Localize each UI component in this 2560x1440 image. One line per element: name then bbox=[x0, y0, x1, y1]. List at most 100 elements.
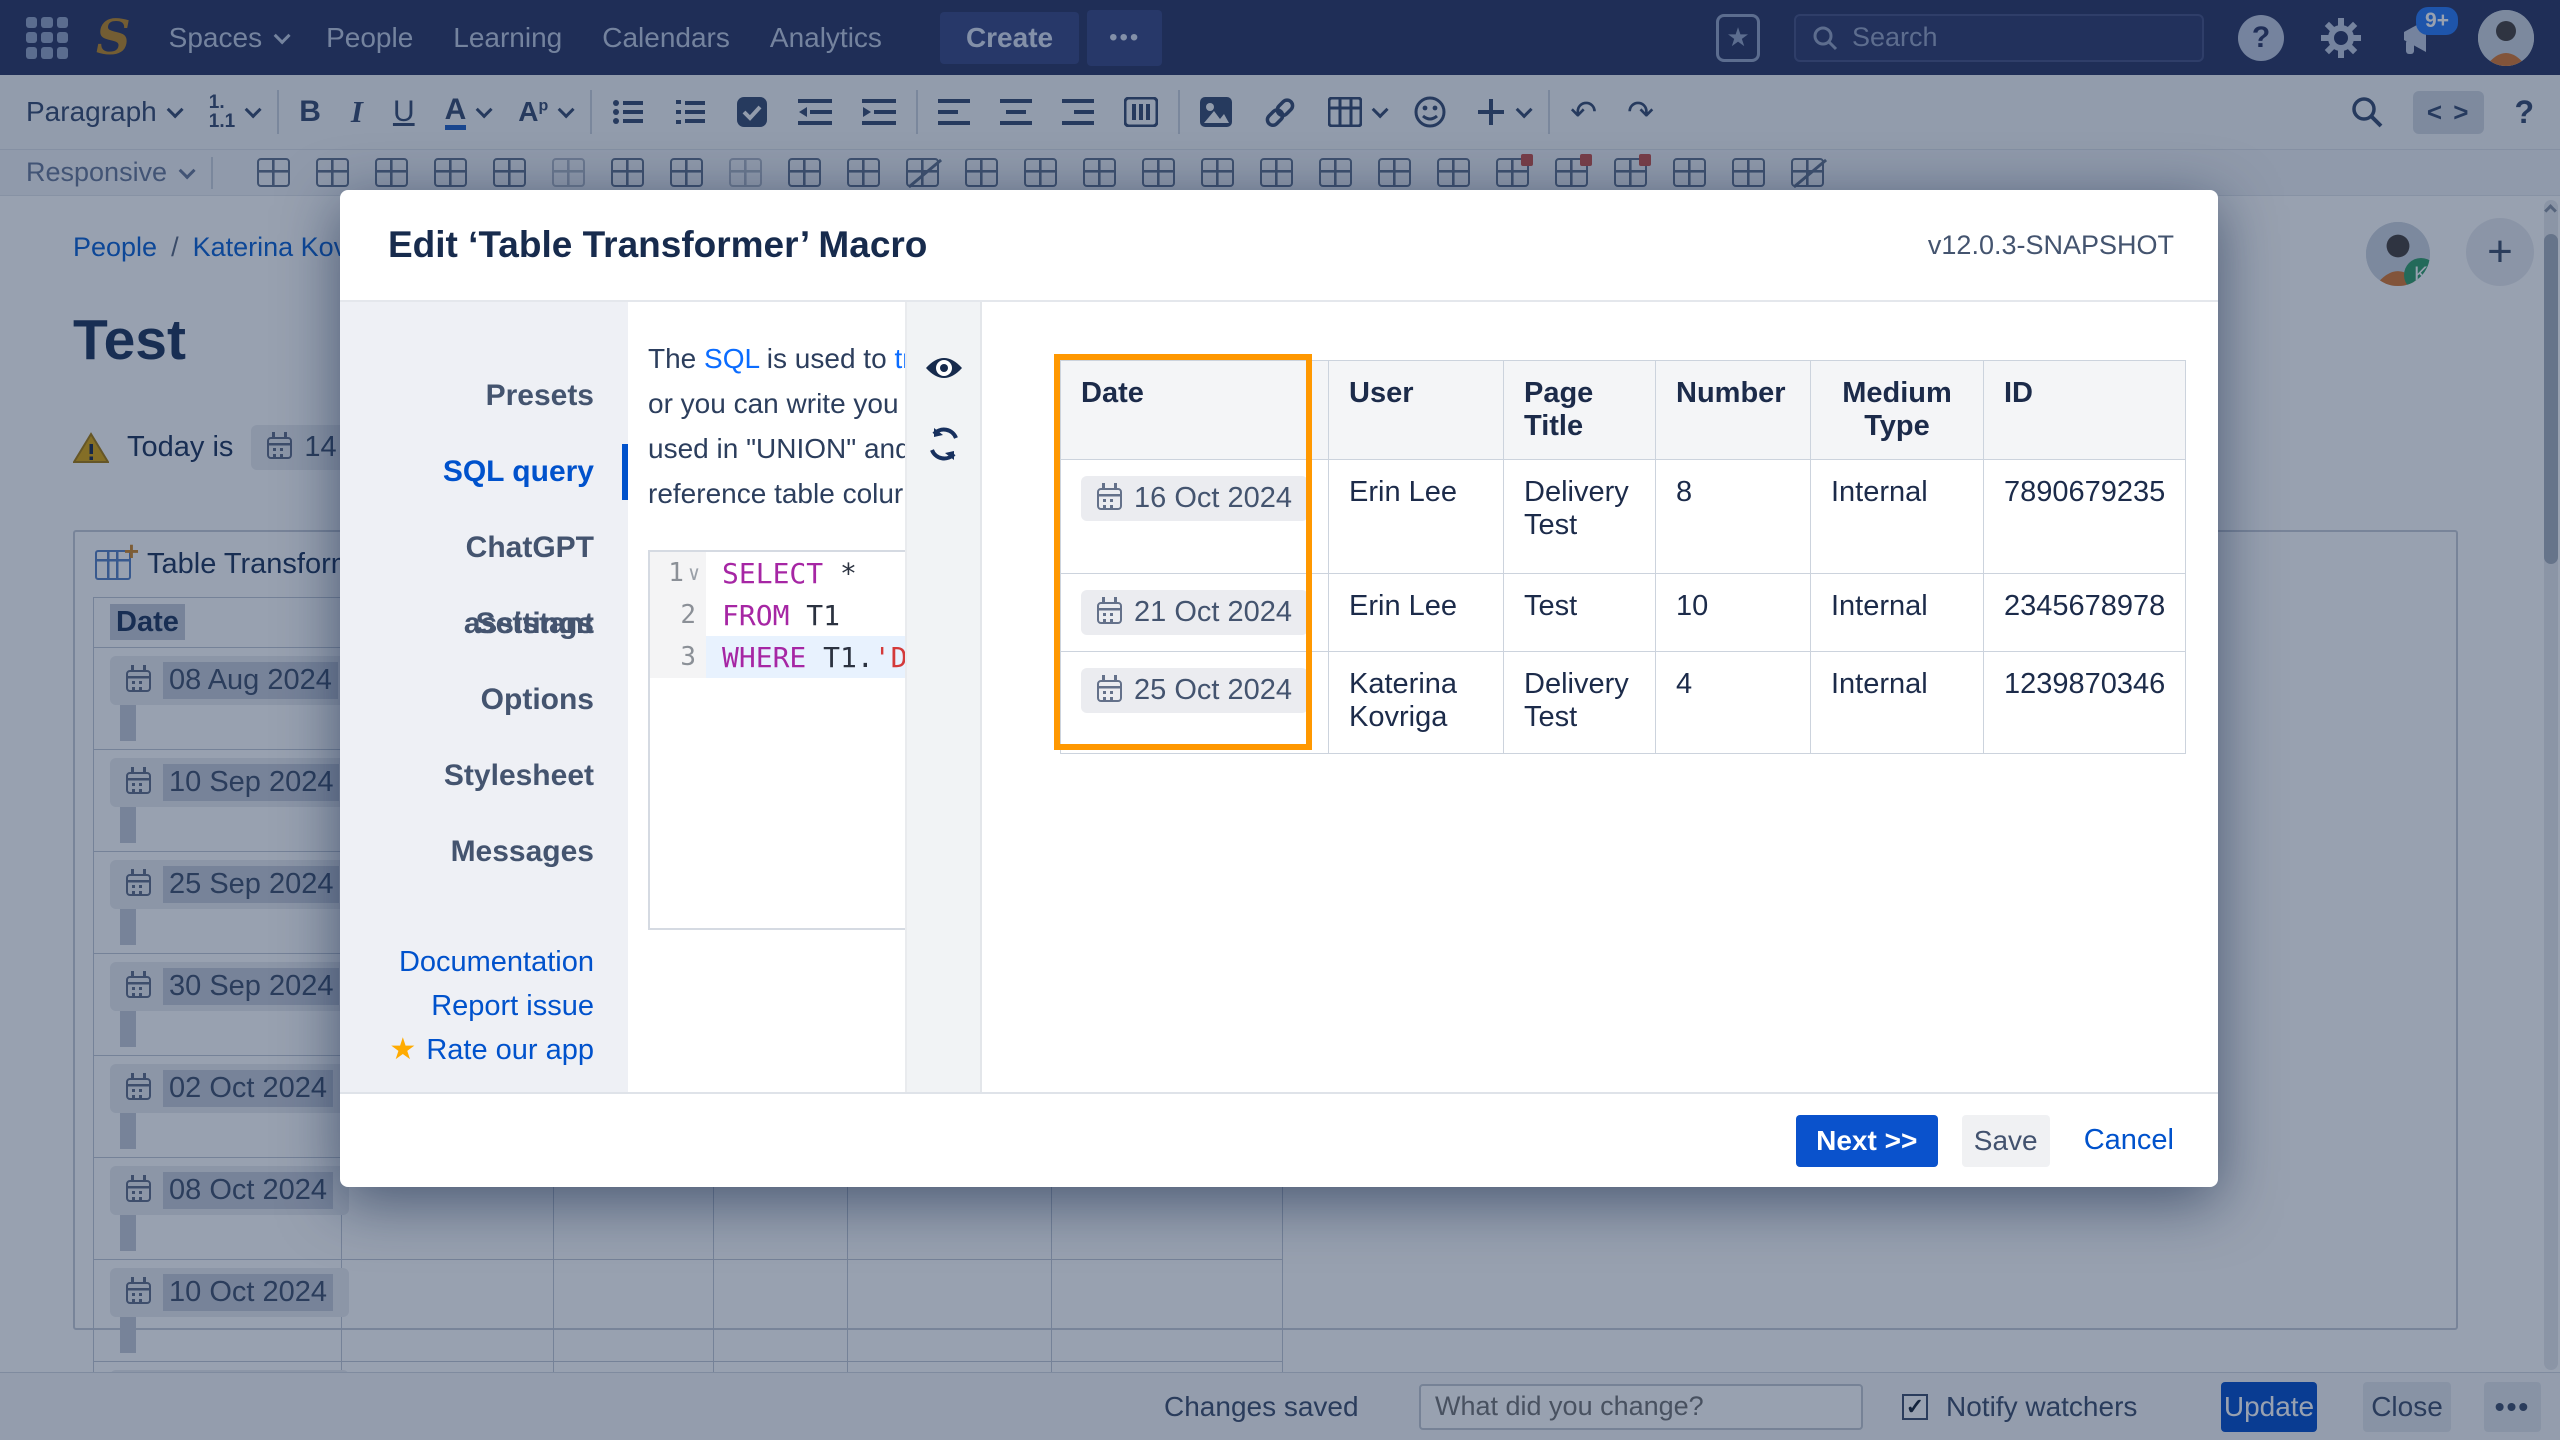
report-issue-link[interactable]: Report issue bbox=[431, 990, 594, 1022]
page-scrollbar[interactable] bbox=[2544, 200, 2558, 1370]
underline-button[interactable]: U bbox=[392, 95, 415, 128]
outdent-button[interactable] bbox=[798, 98, 833, 126]
cancel-link[interactable]: Cancel bbox=[2083, 1124, 2174, 1156]
text-color-dropdown[interactable]: A bbox=[444, 94, 493, 130]
preview-row[interactable]: 25 Oct 2024 Katerina Kovriga Delivery Te… bbox=[1060, 651, 2187, 754]
breadcrumb-people-link[interactable]: People bbox=[73, 232, 158, 262]
date-chip[interactable]: 10 Oct 2024 bbox=[110, 1268, 349, 1317]
paste-icon[interactable] bbox=[729, 158, 763, 187]
update-button[interactable]: Update bbox=[2221, 1381, 2317, 1432]
align-left-button[interactable] bbox=[938, 99, 971, 125]
save-button[interactable]: Save bbox=[1961, 1114, 2050, 1167]
nav-analytics[interactable]: Analytics bbox=[769, 21, 882, 53]
nav-people[interactable]: People bbox=[326, 21, 414, 53]
code-line[interactable]: 2 FROM T1 bbox=[650, 594, 905, 636]
insert-row-above-icon[interactable] bbox=[257, 158, 291, 187]
statusbar-more-button[interactable]: ••• bbox=[2484, 1381, 2541, 1432]
sql-link[interactable]: SQL bbox=[704, 343, 760, 374]
transpose-table-icon[interactable] bbox=[1496, 154, 1534, 187]
delete-table-icon[interactable] bbox=[1791, 158, 1825, 187]
bullet-list-button[interactable] bbox=[612, 98, 644, 126]
date-chip[interactable]: 02 Oct 2024 bbox=[110, 1064, 349, 1113]
insert-more-dropdown[interactable] bbox=[1476, 97, 1533, 127]
insert-link-button[interactable] bbox=[1262, 96, 1298, 128]
sql-code-editor[interactable]: 1∨ SELECT * 2 FROM T1 3 WHERE T1.'Da bbox=[648, 550, 905, 930]
row-header-icon[interactable] bbox=[1319, 158, 1353, 187]
date-chip[interactable]: 21 Oct 2024 bbox=[1081, 590, 1308, 635]
table-row[interactable]: 10 Oct 2024 bbox=[93, 1259, 1283, 1362]
paragraph-style-dropdown[interactable]: Paragraph bbox=[26, 96, 184, 128]
numbering-style-dropdown[interactable]: 1. 1.1 bbox=[209, 93, 262, 131]
date-chip[interactable]: 25 Sep 2024 bbox=[110, 860, 356, 909]
date-chip[interactable]: 10 Sep 2024 bbox=[110, 758, 356, 807]
task-list-button[interactable] bbox=[736, 96, 768, 128]
code-line[interactable]: 3 WHERE T1.'Da bbox=[650, 636, 905, 678]
copy-table-data-icon[interactable] bbox=[1673, 158, 1707, 187]
align-right-button[interactable] bbox=[1062, 99, 1095, 125]
editor-help-button[interactable]: ? bbox=[2514, 93, 2534, 130]
preview-column-medium-type[interactable]: Medium Type bbox=[1810, 360, 1984, 460]
insert-table-dropdown[interactable] bbox=[1328, 97, 1389, 127]
close-button[interactable]: Close bbox=[2363, 1381, 2451, 1432]
source-view-toggle[interactable]: < > bbox=[2412, 90, 2485, 134]
rate-app-link[interactable]: ★ Rate our app bbox=[389, 1033, 594, 1066]
redo-button[interactable]: ↷ bbox=[1627, 93, 1654, 131]
page-contributor-avatar[interactable]: K bbox=[2366, 222, 2430, 286]
date-chip[interactable]: 08 Aug 2024 bbox=[110, 656, 354, 705]
sidebar-tab[interactable]: ChatGPT assistant bbox=[463, 531, 594, 640]
indent-button[interactable] bbox=[862, 98, 897, 126]
date-chip[interactable]: 08 Oct 2024 bbox=[110, 1166, 349, 1215]
delete-column-icon[interactable] bbox=[906, 158, 940, 187]
scrollbar-thumb[interactable] bbox=[2544, 234, 2558, 564]
preview-row[interactable]: 21 Oct 2024 Erin Lee Test 10 Internal 23… bbox=[1060, 573, 2187, 652]
align-cell-bottom-icon[interactable] bbox=[1201, 158, 1235, 187]
insert-column-right-icon[interactable] bbox=[847, 158, 881, 187]
cut-row-icon[interactable] bbox=[434, 158, 468, 187]
sidebar-tab[interactable]: Options bbox=[480, 683, 594, 716]
favorites-icon[interactable]: ★ bbox=[1716, 13, 1760, 62]
insert-row-below-icon[interactable] bbox=[316, 158, 350, 187]
notifications-megaphone-icon[interactable]: 9+ bbox=[2398, 6, 2458, 61]
sidebar-tab[interactable]: Stylesheet bbox=[443, 759, 594, 792]
cut-icon[interactable] bbox=[611, 158, 645, 187]
preview-column-date[interactable]: Date bbox=[1060, 360, 1329, 460]
delete-row-icon[interactable] bbox=[375, 158, 409, 187]
paste-row-icon[interactable] bbox=[552, 158, 586, 187]
sidebar-tab[interactable]: SQL query bbox=[340, 434, 628, 510]
add-button[interactable]: + bbox=[2466, 218, 2534, 286]
insert-column-left-icon[interactable] bbox=[788, 158, 822, 187]
numbered-list-button[interactable] bbox=[674, 98, 706, 126]
nav-spaces[interactable]: Spaces bbox=[169, 22, 291, 54]
align-center-button[interactable] bbox=[1000, 99, 1033, 125]
create-button[interactable]: Create bbox=[939, 11, 1080, 64]
date-chip[interactable]: 30 Sep 2024 bbox=[110, 962, 356, 1011]
emoji-button[interactable] bbox=[1414, 96, 1446, 128]
insert-image-button[interactable] bbox=[1200, 97, 1233, 127]
app-logo[interactable]: S bbox=[96, 9, 131, 66]
date-chip[interactable]: 16 Oct 2024 bbox=[1081, 476, 1308, 521]
code-line[interactable]: 1 ∨ SELECT * bbox=[650, 552, 905, 594]
bold-button[interactable]: B bbox=[299, 95, 321, 128]
preview-row[interactable]: 16 Oct 2024 Erin Lee Delivery Test 8 Int… bbox=[1060, 459, 2187, 574]
italic-button[interactable]: I bbox=[350, 94, 363, 129]
align-cell-top-icon[interactable] bbox=[1083, 158, 1117, 187]
column-header-icon[interactable] bbox=[1378, 158, 1412, 187]
pivot-table-icon[interactable] bbox=[1614, 154, 1652, 187]
copy-icon[interactable] bbox=[670, 158, 704, 187]
nav-calendars[interactable]: Calendars bbox=[602, 21, 730, 53]
sidebar-tab[interactable]: Presets bbox=[485, 379, 594, 412]
date-chip[interactable]: 25 Oct 2024 bbox=[1081, 668, 1308, 713]
copy-row-icon[interactable] bbox=[493, 158, 527, 187]
refresh-icon[interactable] bbox=[926, 426, 962, 462]
preview-column-number[interactable]: Number bbox=[1655, 360, 1811, 460]
preview-column-user[interactable]: User bbox=[1328, 360, 1504, 460]
undo-button[interactable]: ↶ bbox=[1570, 93, 1598, 131]
nav-learning[interactable]: Learning bbox=[453, 21, 563, 53]
user-avatar[interactable] bbox=[2478, 9, 2534, 66]
merge-cells-icon[interactable] bbox=[965, 158, 999, 187]
sidebar-tab[interactable]: Messages bbox=[450, 835, 594, 868]
find-replace-icon[interactable] bbox=[2351, 96, 2383, 128]
sidebar-tab[interactable]: Settings bbox=[475, 607, 594, 640]
preview-column-id[interactable]: ID bbox=[1982, 360, 2187, 460]
distribute-columns-icon[interactable] bbox=[1260, 158, 1294, 187]
